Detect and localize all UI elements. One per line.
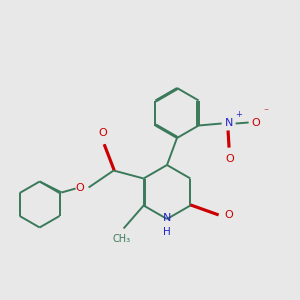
Text: N: N xyxy=(163,213,171,223)
Text: O: O xyxy=(225,154,234,164)
Text: +: + xyxy=(235,110,242,119)
Text: CH₃: CH₃ xyxy=(112,235,131,244)
Text: O: O xyxy=(75,184,84,194)
Text: O: O xyxy=(251,118,260,128)
Text: O: O xyxy=(224,211,233,220)
Text: ⁻: ⁻ xyxy=(263,107,268,118)
Text: N: N xyxy=(224,118,233,128)
Text: H: H xyxy=(163,227,171,237)
Text: O: O xyxy=(98,128,107,139)
